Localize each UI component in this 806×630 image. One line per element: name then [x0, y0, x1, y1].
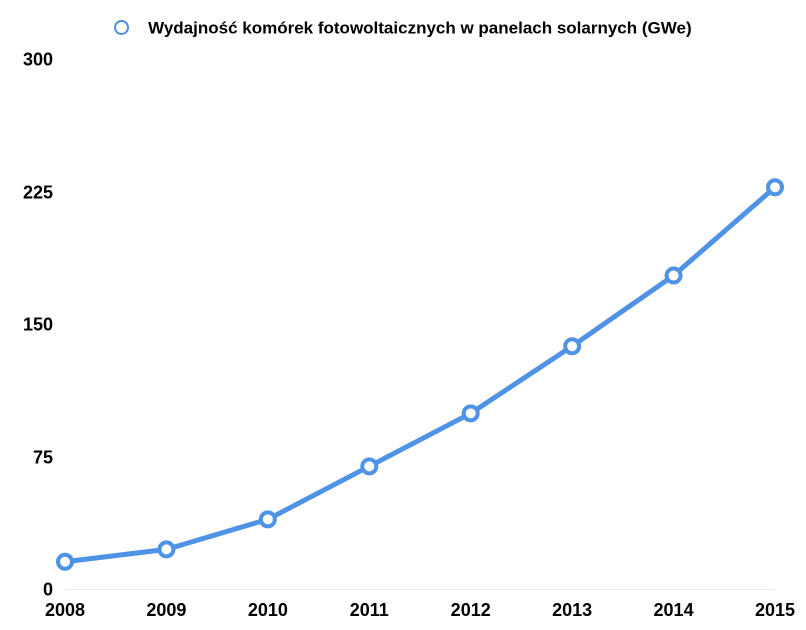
legend-label: Wydajność komórek fotowoltaicznych w pan…	[148, 19, 692, 38]
x-tick-label: 2012	[451, 600, 491, 621]
data-point-marker	[565, 339, 579, 353]
data-point-marker	[362, 459, 376, 473]
series-line	[65, 187, 775, 562]
x-tick-label: 2008	[45, 600, 85, 621]
x-tick-label: 2015	[755, 600, 795, 621]
y-tick-label: 300	[0, 50, 53, 71]
data-point-marker	[159, 542, 173, 556]
x-tick-label: 2014	[654, 600, 694, 621]
x-tick-label: 2013	[552, 600, 592, 621]
y-tick-label: 75	[0, 447, 53, 468]
chart-container: Wydajność komórek fotowoltaicznych w pan…	[0, 0, 806, 630]
y-tick-label: 150	[0, 315, 53, 336]
data-point-marker	[261, 512, 275, 526]
y-tick-label: 0	[0, 580, 53, 601]
line-series	[65, 60, 775, 590]
chart-legend: Wydajność komórek fotowoltaicznych w pan…	[0, 18, 806, 39]
plot-area: 0751502253002008200920102011201220132014…	[65, 60, 775, 590]
x-tick-label: 2010	[248, 600, 288, 621]
data-point-marker	[667, 269, 681, 283]
x-tick-label: 2009	[146, 600, 186, 621]
data-point-marker	[464, 406, 478, 420]
x-tick-label: 2011	[350, 600, 389, 621]
data-point-marker	[768, 180, 782, 194]
data-point-marker	[58, 555, 72, 569]
legend-marker-icon	[114, 20, 129, 35]
y-tick-label: 225	[0, 182, 53, 203]
